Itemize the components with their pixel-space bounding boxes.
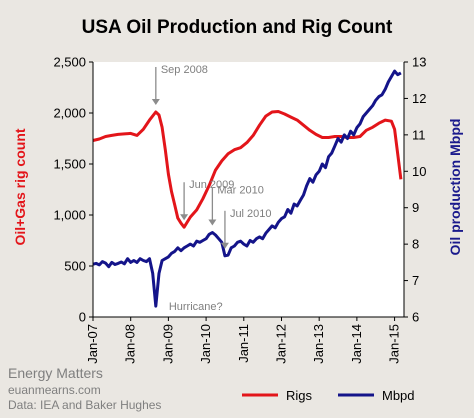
annotation-arrowhead [151, 98, 160, 105]
annotation-label: Sep 2008 [161, 64, 208, 76]
y2-tick-label: 9 [412, 200, 419, 215]
annotation-arrowhead [220, 242, 229, 249]
y2-tick-label: 13 [412, 55, 426, 70]
x-tick-label: Jan-10 [198, 324, 213, 364]
y2-tick-label: 8 [412, 237, 419, 252]
y-axis-label: Oil+Gas rig count [12, 128, 28, 245]
x-tick-label: Jan-15 [387, 324, 402, 364]
y2-axis-label: Oil production Mbpd [447, 119, 463, 256]
x-tick-label: Jan-12 [274, 324, 289, 364]
x-tick-label: Jan-14 [349, 324, 364, 364]
annotation: Jul 2010 [220, 208, 272, 249]
annotation: Mar 2010 [208, 184, 264, 226]
annotation-arrowhead [180, 214, 189, 221]
y2-tick-label: 12 [412, 91, 426, 106]
chart-title: USA Oil Production and Rig Count [82, 17, 393, 38]
x-tick-label: Jan-11 [236, 324, 251, 363]
annotation: Jun 2009 [180, 179, 234, 221]
footer-source: Data: IEA and Baker Hughes [8, 398, 161, 412]
y2-tick-label: 11 [412, 127, 426, 142]
plot-area [93, 62, 404, 317]
x-tick-label: Jan-07 [85, 324, 100, 364]
legend-label-mbpd: Mbpd [382, 388, 415, 403]
y-tick-label: 2,500 [53, 55, 86, 70]
y-tick-label: 0 [79, 310, 86, 325]
footer-site: euanmearns.com [8, 383, 101, 397]
x-tick-label: Jan-13 [311, 324, 326, 364]
y2-tick-label: 7 [412, 273, 419, 288]
annotation-label: Hurricane? [169, 301, 223, 313]
y-tick-label: 1,500 [53, 157, 86, 172]
x-tick-label: Jan-09 [160, 324, 175, 364]
annotation-label: Jun 2009 [189, 179, 234, 191]
x-tick-label: Jan-08 [123, 324, 138, 364]
annotation-label: Mar 2010 [217, 184, 263, 196]
footer-brand: Energy Matters [8, 365, 103, 381]
annotation: Hurricane? [169, 301, 223, 313]
y2-tick-label: 6 [412, 310, 419, 325]
legend: Rigs Mbpd [242, 388, 415, 403]
annotation: Sep 2008 [151, 64, 208, 105]
y2-tick-label: 10 [412, 164, 426, 179]
legend-label-rigs: Rigs [286, 388, 313, 403]
annotation-label: Jul 2010 [230, 208, 272, 220]
y-tick-label: 500 [64, 259, 86, 274]
series-points-mbpd [92, 71, 401, 307]
y-tick-label: 1,000 [53, 208, 86, 223]
y-tick-label: 2,000 [53, 106, 86, 121]
annotation-arrowhead [208, 219, 217, 226]
